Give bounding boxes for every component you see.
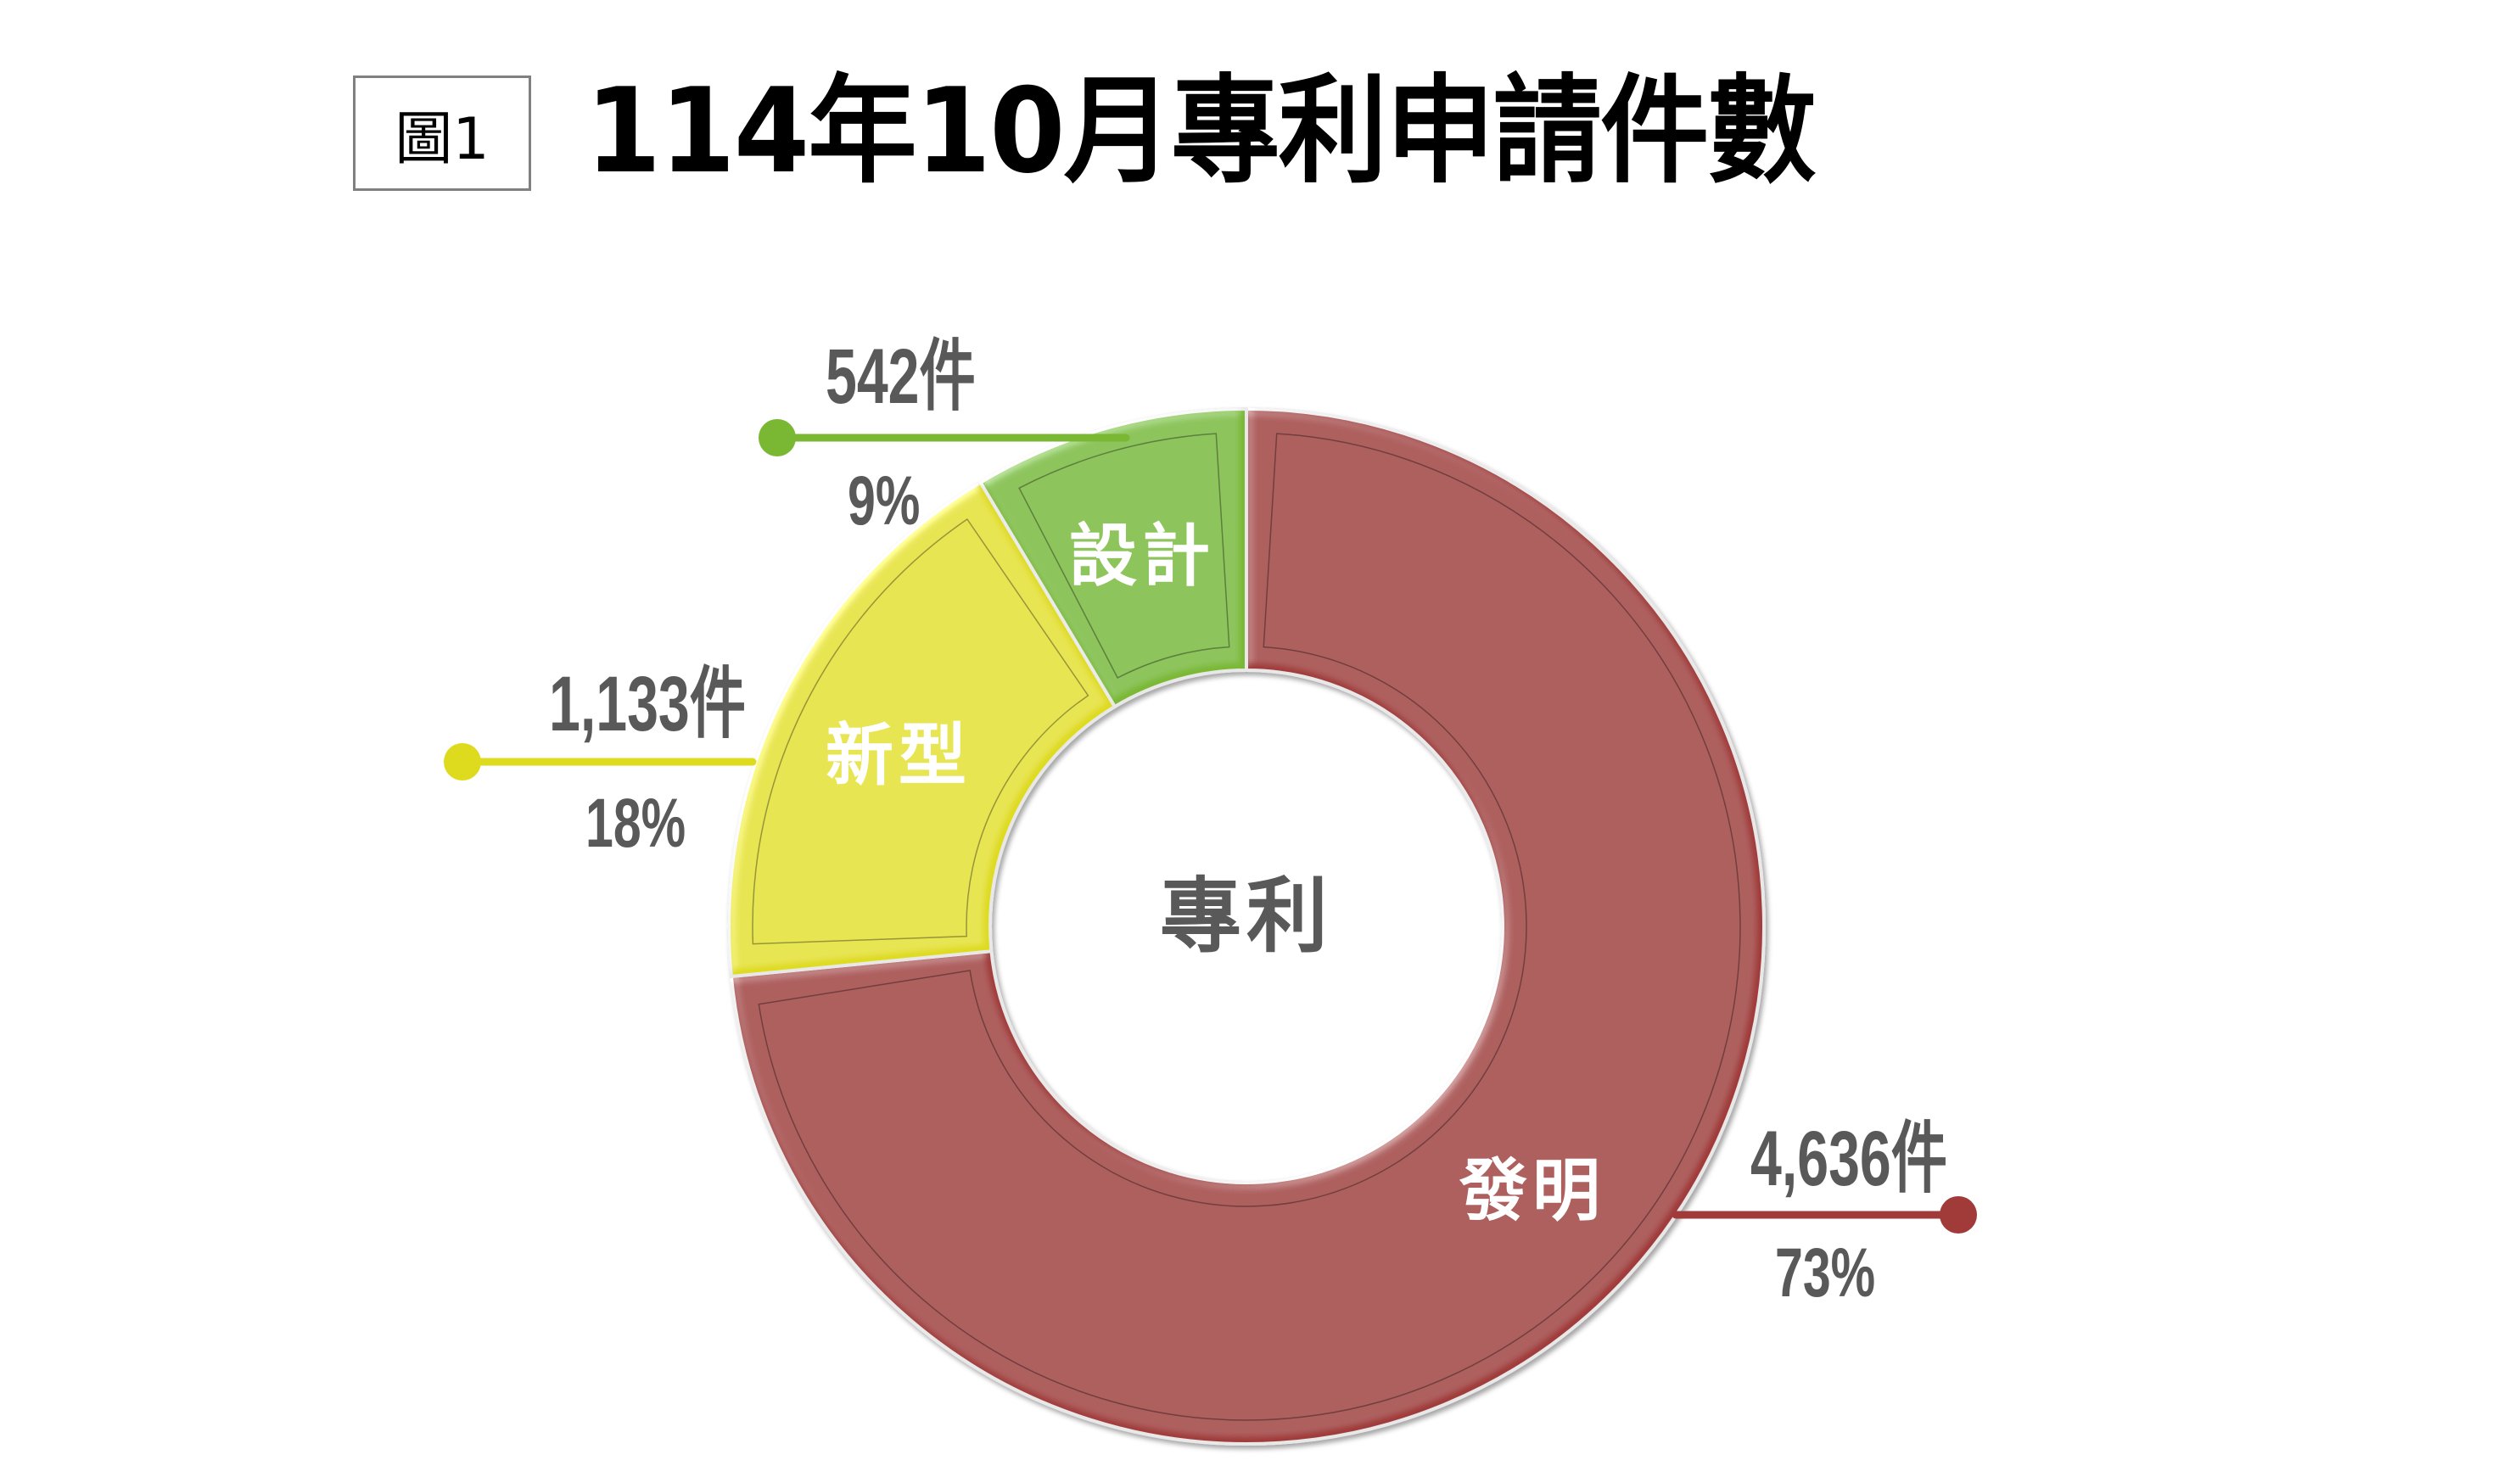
segment-label-invention: 發明 [1459,1155,1605,1227]
donut-center-label: 專利 [1153,872,1340,960]
utility-pct-label: 18% [585,789,686,859]
design-count-label: 542件 [826,338,976,416]
invention-pct-label: 73% [1775,1239,1875,1308]
utility-count-label: 1,133件 [549,665,746,743]
invention-count-label: 4,636件 [1750,1120,1947,1198]
leader-dot-utility-model [444,743,481,780]
design-pct-label: 9% [848,467,920,536]
segment-label-utility: 新型 [826,720,972,792]
donut-chart [0,0,2520,1477]
leader-dot-design [759,419,796,456]
segment-label-design: 設計 [1069,521,1215,592]
